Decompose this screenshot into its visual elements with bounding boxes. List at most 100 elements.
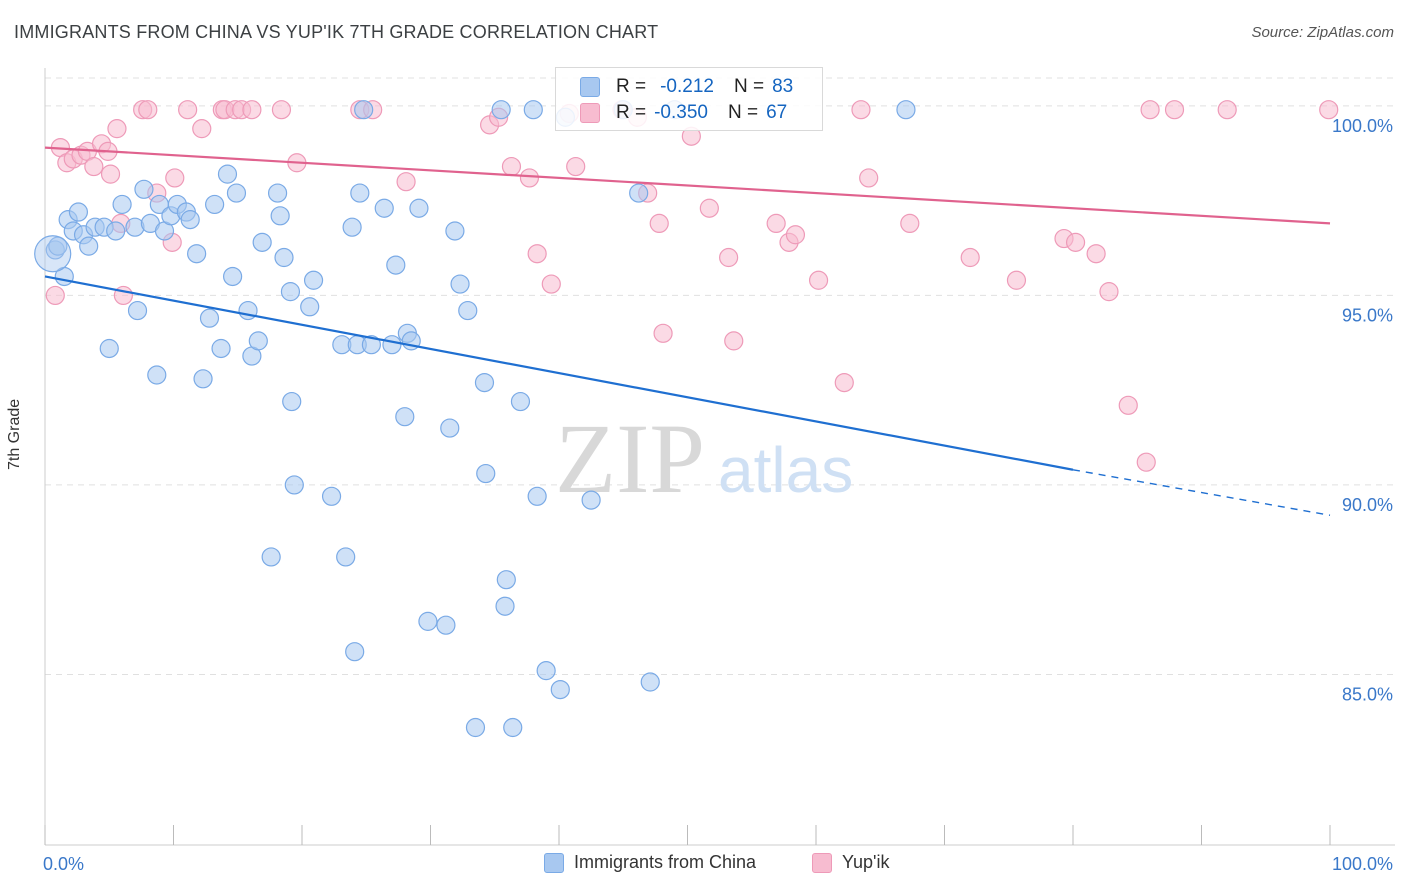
point-china: [180, 210, 200, 230]
point-china: [284, 475, 304, 495]
point-china: [248, 331, 268, 351]
stats-legend: R = -0.212 N = 83 R = -0.350 N = 67: [555, 67, 823, 131]
point-china: [267, 183, 288, 203]
bottom-legend-label-china: Immigrants from China: [574, 852, 757, 872]
legend-row-china: R = -0.212 N = 83: [580, 76, 793, 98]
legend-row-yupik: R = -0.350 N = 67: [580, 102, 787, 124]
trend-lines: [44, 146, 1331, 516]
point-china: [147, 365, 167, 385]
point-yupik: [808, 270, 829, 290]
legend-r-label: R =: [616, 76, 647, 97]
point-china: [321, 486, 342, 506]
point-yupik: [653, 323, 673, 343]
point-china: [134, 179, 154, 199]
x-tick-label: 0.0%: [43, 854, 84, 874]
point-yupik: [785, 225, 806, 245]
point-china: [68, 202, 89, 222]
point-china: [300, 297, 320, 317]
point-yupik: [834, 372, 854, 393]
legend-swatch-yupik: [580, 103, 600, 123]
legend-swatch-china: [580, 77, 600, 97]
point-yupik: [541, 274, 561, 294]
point-china: [536, 661, 556, 681]
point-china: [496, 570, 516, 590]
point-yupik: [501, 156, 522, 177]
point-yupik: [100, 164, 121, 184]
point-china: [193, 369, 213, 389]
point-china: [510, 391, 531, 412]
point-yupik: [165, 168, 185, 188]
point-yupik: [1099, 282, 1119, 302]
point-china: [261, 547, 281, 567]
point-yupik: [566, 156, 586, 177]
point-china: [374, 198, 394, 218]
point-china: [205, 194, 225, 215]
series-china: [34, 100, 916, 738]
point-china: [211, 338, 231, 359]
tick-labels: 85.0% 90.0% 95.0% 100.0% 0.0% 100.0%: [43, 116, 1393, 874]
point-yupik: [1118, 395, 1138, 415]
point-yupik: [1136, 452, 1156, 472]
legend-r-value-yupik: -0.350: [654, 102, 708, 123]
grid-lines: [45, 77, 1395, 675]
point-china: [217, 164, 238, 184]
legend-n-label: N =: [727, 102, 759, 123]
watermark-zip: ZIP: [555, 403, 705, 514]
point-china: [550, 679, 570, 700]
point-china: [106, 221, 126, 241]
point-yupik: [1164, 100, 1185, 120]
point-china: [476, 463, 496, 484]
legend-n-value-china: 83: [772, 76, 794, 97]
point-china: [450, 274, 470, 294]
point-china: [503, 717, 523, 738]
point-china: [382, 335, 402, 355]
legend-r-value-china: -0.212: [660, 76, 714, 97]
point-china: [112, 194, 132, 215]
point-yupik: [649, 213, 669, 233]
bottom-legend-label-yupik: Yup'ik: [842, 852, 890, 872]
point-china: [896, 100, 916, 120]
y-tick-label: 90.0%: [1342, 495, 1393, 515]
point-china: [440, 418, 460, 438]
point-china: [342, 217, 362, 237]
point-china: [418, 611, 438, 631]
point-yupik: [1086, 244, 1106, 264]
point-china: [465, 717, 486, 738]
point-yupik: [724, 331, 744, 351]
point-china: [445, 221, 465, 241]
point-china: [303, 270, 324, 290]
trendline-yupik: [44, 146, 1331, 225]
y-tick-label: 95.0%: [1342, 305, 1393, 325]
point-china: [436, 615, 456, 635]
point-china: [270, 206, 290, 226]
point-china: [474, 372, 495, 393]
x-tick-label: 100.0%: [1332, 854, 1393, 874]
point-china: [280, 282, 301, 302]
point-china-cluster: [34, 235, 72, 273]
point-china: [491, 100, 511, 120]
point-china: [79, 236, 99, 256]
point-china: [527, 486, 547, 506]
legend-r-label: R =: [616, 102, 647, 123]
point-yupik: [271, 100, 292, 120]
point-yupik: [519, 168, 540, 188]
point-yupik: [107, 119, 127, 139]
point-china: [252, 232, 272, 252]
point-china: [640, 672, 660, 692]
point-china: [199, 308, 220, 328]
point-yupik: [1319, 100, 1339, 120]
point-yupik: [960, 247, 980, 268]
point-yupik: [242, 100, 262, 120]
point-china: [523, 100, 543, 120]
point-yupik: [851, 100, 871, 120]
point-yupik: [1217, 100, 1237, 120]
point-yupik: [192, 119, 212, 139]
point-china: [395, 407, 415, 427]
trendline-china-extension: [1072, 469, 1331, 516]
bottom-legend-china: Immigrants from China: [544, 852, 756, 873]
point-yupik: [719, 247, 739, 268]
point-yupik: [900, 213, 920, 233]
point-china: [581, 490, 601, 510]
point-china: [226, 183, 247, 203]
